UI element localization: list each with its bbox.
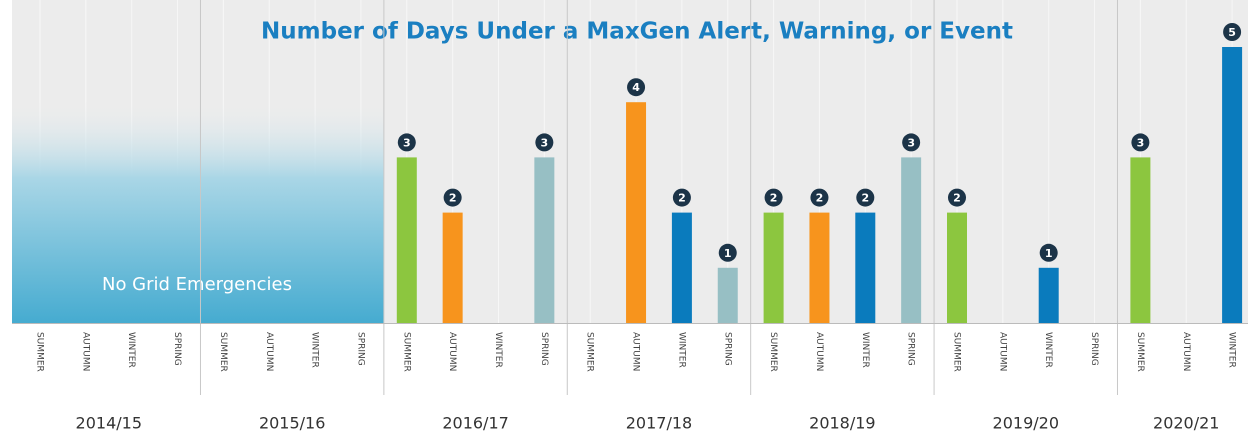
value-label: 2 <box>449 192 457 205</box>
category-label: WINTER <box>1043 332 1053 368</box>
value-badge <box>902 133 921 152</box>
category-label: WINTER <box>1227 332 1237 368</box>
bar <box>763 212 784 323</box>
category-label: WINTER <box>860 332 870 368</box>
bar <box>396 157 417 323</box>
group-label: 2018/19 <box>809 414 875 433</box>
value-label: 3 <box>1137 136 1145 149</box>
value-badge <box>397 133 416 152</box>
bar <box>947 212 967 323</box>
category-label: SUMMER <box>1135 332 1145 372</box>
annotation-region <box>12 100 384 324</box>
bar <box>442 212 463 323</box>
group-label: 2020/21 <box>1153 414 1219 433</box>
category-label: AUTUMN <box>80 332 90 371</box>
value-label: 2 <box>816 192 824 205</box>
category-label: SPRING <box>1089 332 1099 366</box>
category-label: SUMMER <box>218 332 228 372</box>
value-label: 3 <box>907 136 915 149</box>
category-label: SUMMER <box>585 332 595 372</box>
value-badge <box>1131 133 1150 152</box>
category-label: AUTUMN <box>1181 332 1191 371</box>
category-label: AUTUMN <box>447 332 457 371</box>
chart-title: Number of Days Under a MaxGen Alert, War… <box>261 19 1013 45</box>
group-label: 2015/16 <box>259 414 325 433</box>
bar <box>534 157 555 323</box>
value-label: 5 <box>1228 26 1236 39</box>
value-label: 3 <box>403 136 411 149</box>
category-label: SPRING <box>172 332 182 366</box>
bar <box>671 212 692 323</box>
value-label: 2 <box>678 192 686 205</box>
category-label: SUMMER <box>401 332 411 372</box>
value-badge <box>764 188 783 207</box>
category-label: WINTER <box>493 332 503 368</box>
value-badge <box>443 188 462 207</box>
value-label: 4 <box>632 81 640 94</box>
value-badge <box>856 188 875 207</box>
category-label: AUTUMN <box>814 332 824 371</box>
category-label: SPRING <box>539 332 549 366</box>
category-label: AUTUMN <box>997 332 1007 371</box>
group-label: 2019/20 <box>993 414 1059 433</box>
value-label: 2 <box>861 192 869 205</box>
bar <box>626 102 647 323</box>
value-badge <box>535 133 554 152</box>
category-label: AUTUMN <box>264 332 274 371</box>
annotation: No Grid Emergencies <box>102 274 292 295</box>
value-label: 2 <box>953 192 961 205</box>
bar <box>1222 47 1243 323</box>
category-label: SPRING <box>722 332 732 366</box>
value-badge <box>718 243 737 262</box>
value-badge <box>948 188 966 207</box>
value-label: 1 <box>1045 247 1053 260</box>
value-label: 3 <box>541 136 549 149</box>
category-label: AUTUMN <box>631 332 641 371</box>
group-label: 2014/15 <box>76 414 142 433</box>
category-label: SUMMER <box>952 332 962 372</box>
value-badge <box>1039 243 1058 262</box>
category-label: WINTER <box>126 332 136 368</box>
bar <box>809 212 830 323</box>
group-label: 2017/18 <box>626 414 692 433</box>
category-label: SPRING <box>906 332 916 366</box>
bar <box>1130 157 1151 323</box>
value-badge <box>810 188 829 207</box>
bar <box>901 157 922 323</box>
group-label: 2016/17 <box>442 414 508 433</box>
category-label: WINTER <box>310 332 320 368</box>
bar <box>1038 267 1059 323</box>
value-badge <box>627 78 646 97</box>
category-label: SUMMER <box>35 332 45 372</box>
value-label: 2 <box>770 192 778 205</box>
bar <box>717 267 738 323</box>
category-label: WINTER <box>676 332 686 368</box>
category-label: SPRING <box>355 332 365 366</box>
category-label: SUMMER <box>768 332 778 372</box>
value-badge <box>672 188 691 207</box>
value-label: 1 <box>724 247 732 260</box>
value-badge <box>1223 23 1242 41</box>
bar <box>855 212 876 323</box>
